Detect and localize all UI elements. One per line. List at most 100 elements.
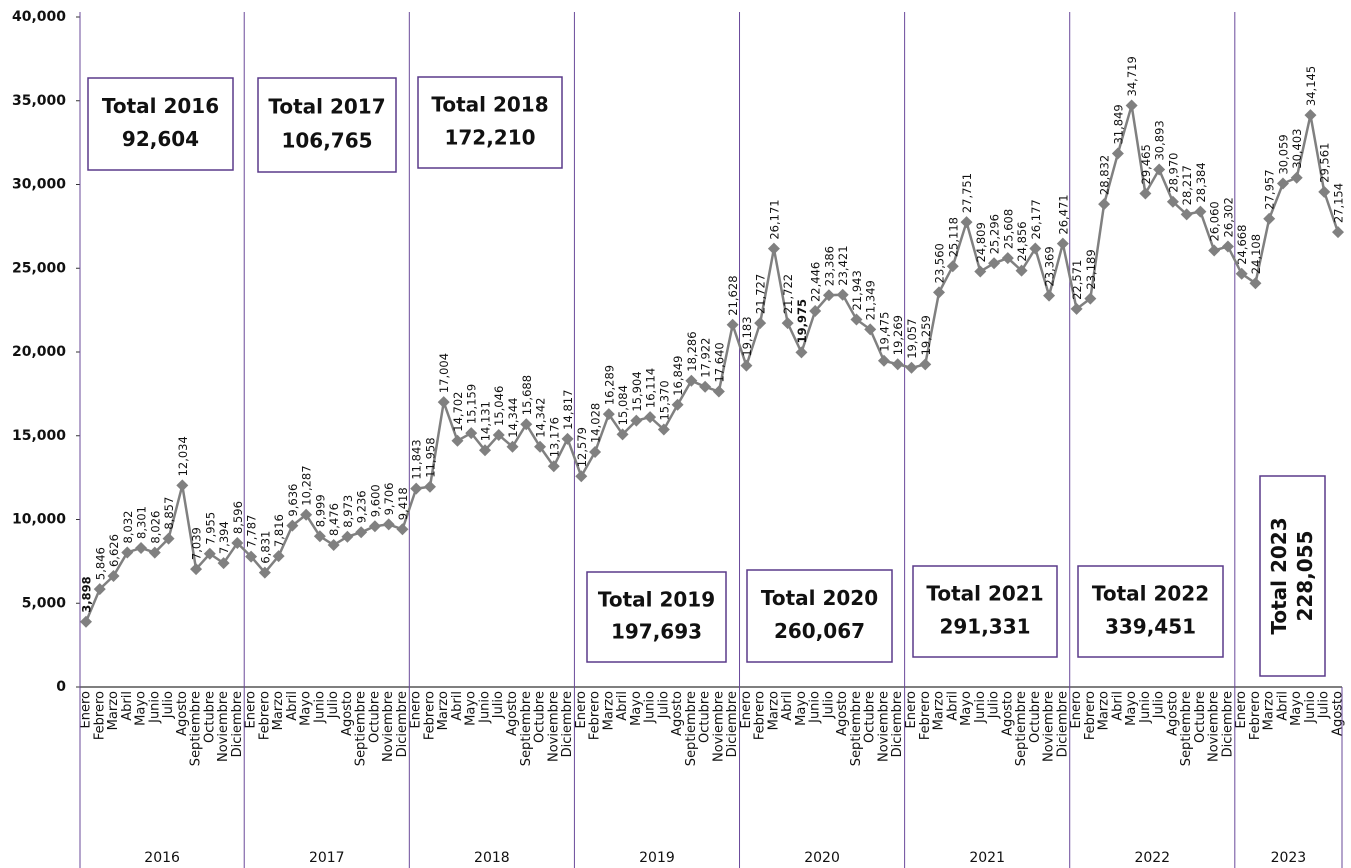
x-tick-label: Noviembre (381, 691, 396, 762)
data-label: 26,060 (1208, 201, 1222, 241)
group-label: 2019 (639, 850, 675, 866)
y-tick-label: 35,000 (12, 93, 66, 109)
x-tick-label: Octubre (533, 691, 548, 743)
annotation-title: Total 2021 (926, 582, 1043, 606)
x-tick-label: Octubre (863, 691, 878, 743)
data-label: 28,217 (1180, 165, 1194, 205)
x-tick-label: Octubre (1028, 691, 1043, 743)
annotation-title: Total 2023 (1267, 517, 1291, 634)
x-tick-label: Marzo (106, 691, 121, 730)
point-marker (478, 444, 491, 457)
annotation-value: 291,331 (939, 614, 1030, 638)
point-marker (630, 414, 643, 427)
data-label: 23,369 (1043, 246, 1057, 286)
point-marker (1276, 177, 1289, 190)
x-tick-label: Septiembre (684, 691, 699, 766)
annotation-title: Total 2016 (102, 94, 219, 118)
point-marker (699, 380, 712, 393)
annotation-box (1259, 475, 1326, 677)
data-label: 9,636 (286, 484, 300, 517)
point-marker (685, 374, 698, 387)
point-marker (286, 519, 299, 532)
data-label: 34,719 (1125, 56, 1139, 96)
data-label: 14,702 (451, 391, 465, 431)
x-tick-label: Febrero (1248, 691, 1263, 740)
x-tick-label: Julio (161, 691, 176, 719)
y-tick-label: 30,000 (12, 177, 66, 193)
x-tick-label: Noviembre (1042, 691, 1057, 762)
point-marker (355, 526, 368, 539)
data-label: 26,177 (1029, 199, 1043, 239)
point-marker (657, 423, 670, 436)
point-marker (368, 520, 381, 533)
data-label: 7,816 (272, 514, 286, 547)
x-tick-label: Junio (477, 691, 492, 724)
x-tick-label: Mayo (794, 691, 809, 726)
annotation-value: 197,693 (611, 620, 702, 644)
point-marker (754, 317, 767, 330)
point-marker (203, 547, 216, 560)
x-tick-label: Mayo (464, 691, 479, 726)
point-marker (492, 428, 505, 441)
x-tick-label: Agosto (835, 691, 850, 736)
annotation-box (912, 565, 1058, 658)
point-marker (795, 346, 808, 359)
point-marker (1056, 237, 1069, 250)
x-tick-label: Octubre (1193, 691, 1208, 743)
x-tick-label: Noviembre (546, 691, 561, 762)
annotation-value: 172,210 (444, 125, 535, 149)
point-marker (836, 288, 849, 301)
point-marker (1249, 277, 1262, 290)
point-marker (740, 359, 753, 372)
data-label: 21,722 (781, 274, 795, 314)
data-label: 14,131 (478, 401, 492, 441)
point-marker (341, 530, 354, 543)
data-label: 8,026 (148, 511, 162, 544)
data-label: 15,046 (492, 386, 506, 426)
x-tick-label: Junio (808, 691, 823, 724)
data-label: 19,975 (795, 299, 809, 343)
data-label: 15,084 (616, 385, 630, 425)
point-marker (176, 479, 189, 492)
point-marker (864, 323, 877, 336)
point-marker (1332, 226, 1344, 239)
x-tick-label: Febrero (1083, 691, 1098, 740)
data-label: 8,032 (121, 511, 135, 544)
x-tick-label: Agosto (175, 691, 190, 736)
annotation-title: Total 2018 (431, 93, 548, 117)
point-marker (327, 539, 340, 552)
x-tick-label: Diciembre (890, 691, 905, 757)
data-label: 28,970 (1166, 153, 1180, 193)
data-label: 25,296 (988, 214, 1002, 254)
annotation-box (746, 569, 893, 663)
data-label: 9,418 (396, 487, 410, 520)
data-label: 24,108 (1249, 234, 1263, 274)
data-label: 16,289 (602, 365, 616, 405)
point-marker (534, 440, 547, 453)
point-marker (1263, 212, 1276, 225)
data-label: 21,628 (726, 275, 740, 315)
x-tick-label: Enero (409, 691, 424, 729)
y-tick-label: 0 (56, 679, 66, 695)
data-label: 14,344 (506, 397, 520, 437)
point-marker (1098, 198, 1111, 211)
point-marker (272, 550, 285, 563)
annotation-value: 92,604 (122, 127, 199, 151)
point-marker (1111, 147, 1124, 160)
data-label: 8,999 (313, 494, 327, 527)
point-marker (767, 242, 780, 255)
annotation-box (417, 76, 563, 169)
x-tick-label: Agosto (340, 691, 355, 736)
y-tick-label: 10,000 (12, 512, 66, 528)
x-tick-label: Septiembre (1179, 691, 1194, 766)
point-marker (382, 518, 395, 531)
data-label: 26,302 (1221, 197, 1235, 237)
group-label: 2016 (144, 850, 180, 866)
x-tick-label: Febrero (753, 691, 768, 740)
point-marker (561, 432, 574, 445)
point-marker (107, 570, 120, 583)
point-marker (451, 434, 464, 447)
point-marker (781, 317, 794, 330)
data-label: 21,727 (754, 274, 768, 314)
